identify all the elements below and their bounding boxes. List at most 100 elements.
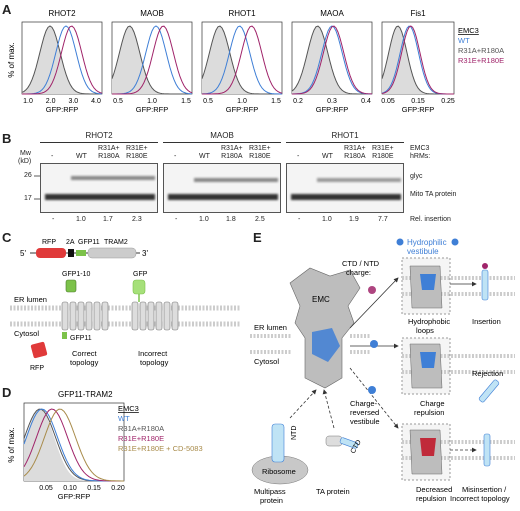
histogram-curve bbox=[201, 25, 282, 95]
histogram-curve bbox=[112, 25, 193, 95]
rfp-lbl: RFP bbox=[30, 365, 44, 372]
histogram-title: RHOT2 bbox=[48, 9, 76, 18]
histogram-curve bbox=[23, 408, 124, 482]
incorrect-top-text: Incorrect topology bbox=[450, 494, 510, 503]
repulsion-text: repulsion bbox=[414, 408, 444, 417]
rel-value: 1.9 bbox=[349, 216, 359, 223]
lane-label: - bbox=[297, 153, 300, 160]
insertion-text: Insertion bbox=[472, 317, 501, 326]
rel-value: - bbox=[52, 216, 55, 223]
ntd-text: NTD bbox=[291, 426, 298, 440]
histogram-curve bbox=[23, 408, 124, 482]
panel-a-histograms: % of max. RHOT2 1.0 2.0 3.0 4.0 GFP:RFP MAOB 0.… bbox=[7, 9, 504, 114]
lane-label: R31E+ R180E bbox=[249, 145, 271, 160]
blot-image bbox=[286, 163, 404, 213]
histogram-fill bbox=[382, 26, 454, 95]
topology2-text: topology bbox=[140, 358, 169, 367]
er-lumen-e: ER lumen bbox=[254, 323, 287, 332]
histogram-curve bbox=[22, 25, 103, 95]
rejection-text: Rejection bbox=[472, 369, 503, 378]
tick-label: 1.0 bbox=[23, 98, 33, 105]
state-misinsertion bbox=[401, 423, 515, 481]
x-axis-label: GFP:RFP bbox=[402, 105, 435, 114]
blot-image bbox=[40, 163, 158, 213]
gfp11-lbl: GFP11 bbox=[70, 335, 92, 342]
gfp11-block bbox=[76, 250, 86, 256]
panel-d-legend-r31e: R31E+R180E bbox=[118, 434, 164, 443]
panel-d-legend-title: EMC3 bbox=[118, 404, 139, 413]
three-prime: 3' bbox=[142, 249, 148, 258]
tram2-text: TRAM2 bbox=[104, 239, 128, 246]
panel-a-ylabel: % of max. bbox=[7, 42, 16, 78]
x-axis-label: GFP:RFP bbox=[226, 105, 259, 114]
topology-text: topology bbox=[70, 358, 99, 367]
band-mito: Mito TA protein bbox=[410, 191, 457, 198]
gfp1-10-barrel bbox=[65, 279, 77, 293]
2a-block bbox=[68, 249, 74, 257]
reversed-text: reversed bbox=[350, 408, 379, 417]
blot-title: RHOT2 bbox=[85, 131, 113, 140]
rel-value: 1.0 bbox=[199, 216, 209, 223]
emc-text: EMC bbox=[312, 295, 330, 304]
rel-value: 2.5 bbox=[255, 216, 265, 223]
plus-icon bbox=[451, 238, 459, 246]
histogram-curve bbox=[381, 25, 454, 95]
histogram-curve bbox=[21, 25, 102, 95]
charge-rep-text: Charge bbox=[420, 399, 445, 408]
blot-title: MAOB bbox=[210, 131, 234, 140]
rel-value: 1.8 bbox=[226, 216, 236, 223]
histogram-fill bbox=[292, 26, 372, 95]
panel-letter-a: A bbox=[2, 2, 12, 17]
hydrophilic-text: Hydrophilic bbox=[407, 238, 447, 247]
state-rejection bbox=[401, 337, 515, 403]
gfp1-10-text: GFP1-10 bbox=[62, 271, 91, 278]
histogram-curve bbox=[201, 25, 282, 95]
panel-letter-b: B bbox=[2, 131, 12, 146]
blot-rhot1: RHOT1 R31A+ R180A R31E+ R180E - WT - 1.0… bbox=[286, 128, 404, 228]
tick-label: 0.5 bbox=[113, 98, 123, 105]
tick-label: 3.0 bbox=[68, 98, 78, 105]
repulsion2-text: repulsion bbox=[416, 494, 446, 503]
tick-label: 0.05 bbox=[381, 98, 395, 105]
lane-label: WT bbox=[76, 153, 87, 160]
histogram-title: MAOB bbox=[140, 9, 164, 18]
cytosol-text: Cytosol bbox=[14, 329, 39, 338]
lane-label: R31E+ R180E bbox=[372, 145, 394, 160]
charge-text: charge: bbox=[346, 268, 371, 277]
plus-icon bbox=[370, 340, 378, 348]
state-insertion bbox=[401, 257, 515, 315]
rel-value: 1.0 bbox=[76, 216, 86, 223]
tick-label: 0.05 bbox=[39, 485, 53, 492]
rel-insertion: Rel. insertion bbox=[410, 216, 451, 223]
histogram-curve bbox=[112, 25, 193, 95]
tick-label: 1.0 bbox=[147, 98, 157, 105]
x-axis-label: GFP:RFP bbox=[136, 105, 169, 114]
ribosome-text: Ribosome bbox=[262, 467, 296, 476]
correct-text: Correct bbox=[72, 349, 98, 358]
tick-label: 0.3 bbox=[327, 98, 337, 105]
protein-text: protein bbox=[260, 496, 283, 505]
tick-label: 0.5 bbox=[203, 98, 213, 105]
ribosome bbox=[251, 423, 309, 485]
hrms-header: hRMs: bbox=[410, 153, 431, 160]
multipass-text: Multipass bbox=[254, 487, 286, 496]
mw-26: 26 bbox=[24, 172, 32, 179]
panel-d-ylabel: % of max. bbox=[7, 427, 16, 463]
ctd-ntd-text: CTD / NTD bbox=[342, 259, 380, 268]
tram2-correct bbox=[61, 301, 109, 331]
panel-d-legend-wt: WT bbox=[118, 414, 130, 423]
histogram-curve bbox=[111, 25, 192, 95]
2a-text: 2A bbox=[66, 239, 75, 246]
ta-protein bbox=[325, 435, 359, 449]
panel-b: Mw (kD) 26 17 RHOT2 R31A+ R180A R31E+ R1… bbox=[0, 128, 520, 228]
panel-d-legend-cd: R31E+R180E + CD-5083 bbox=[118, 444, 203, 453]
lane-label: R31E+ R180E bbox=[126, 145, 148, 160]
histogram-curve bbox=[202, 25, 283, 95]
tick-label: 4.0 bbox=[91, 98, 101, 105]
x-axis-label: GFP:RFP bbox=[46, 105, 79, 114]
histogram-title: MAOA bbox=[320, 9, 344, 18]
tick-label: 0.10 bbox=[63, 485, 77, 492]
tick-label: 0.20 bbox=[111, 485, 125, 492]
five-prime: 5' bbox=[20, 249, 26, 258]
panel-d-title: GFP11-TRAM2 bbox=[58, 390, 113, 399]
